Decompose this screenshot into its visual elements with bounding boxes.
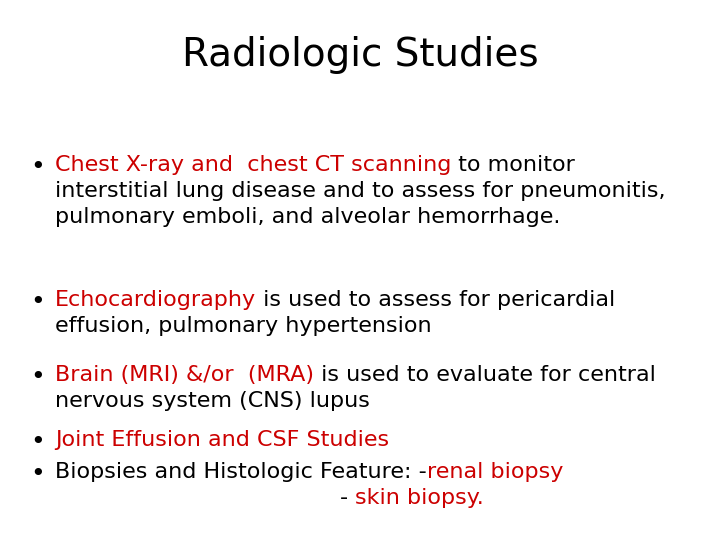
Text: •: •	[31, 155, 45, 179]
Text: skin biopsy.: skin biopsy.	[355, 488, 484, 508]
Text: •: •	[31, 462, 45, 486]
Text: is used to evaluate for central: is used to evaluate for central	[314, 365, 656, 385]
Text: Brain (MRI) &/or  (MRA): Brain (MRI) &/or (MRA)	[55, 365, 314, 385]
Text: is used to assess for pericardial: is used to assess for pericardial	[256, 290, 616, 310]
Text: -: -	[55, 488, 355, 508]
Text: to monitor: to monitor	[451, 155, 575, 175]
Text: renal biopsy: renal biopsy	[427, 462, 563, 482]
Text: Echocardiography: Echocardiography	[55, 290, 256, 310]
Text: Biopsies and Histologic Feature: -: Biopsies and Histologic Feature: -	[55, 462, 427, 482]
Text: •: •	[31, 365, 45, 389]
Text: Radiologic Studies: Radiologic Studies	[181, 36, 539, 74]
Text: effusion, pulmonary hypertension: effusion, pulmonary hypertension	[55, 316, 431, 336]
Text: nervous system (CNS) lupus: nervous system (CNS) lupus	[55, 391, 370, 411]
Text: •: •	[31, 290, 45, 314]
Text: pulmonary emboli, and alveolar hemorrhage.: pulmonary emboli, and alveolar hemorrhag…	[55, 207, 560, 227]
Text: •: •	[31, 430, 45, 454]
Text: Chest X-ray and  chest CT scanning: Chest X-ray and chest CT scanning	[55, 155, 451, 175]
Text: Joint Effusion and CSF Studies: Joint Effusion and CSF Studies	[55, 430, 389, 450]
Text: interstitial lung disease and to assess for pneumonitis,: interstitial lung disease and to assess …	[55, 181, 665, 201]
